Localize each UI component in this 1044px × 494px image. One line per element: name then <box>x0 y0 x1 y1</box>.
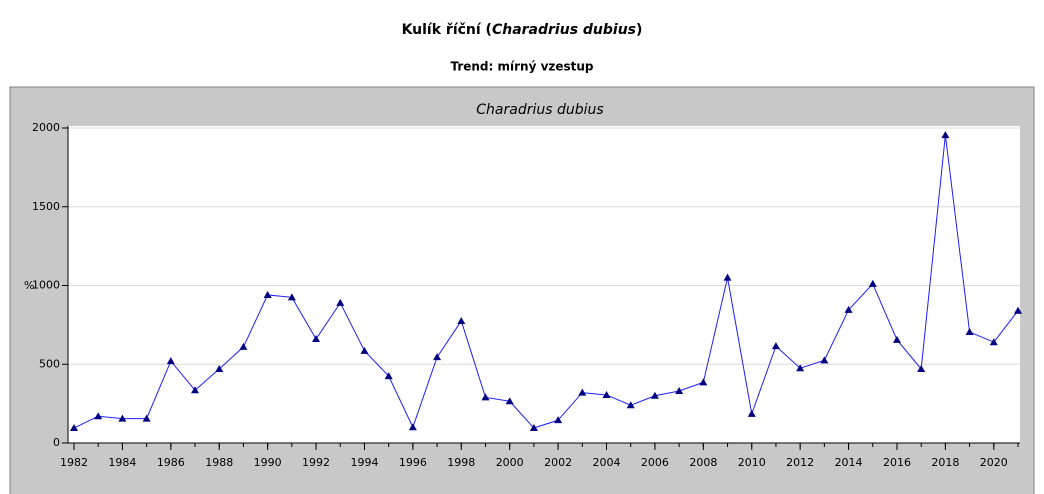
data-point <box>626 401 635 409</box>
data-point <box>239 342 248 350</box>
title-species: Charadrius dubius <box>492 22 636 38</box>
x-tick-label: 2006 <box>641 456 669 469</box>
x-tick-label: 2008 <box>689 456 717 469</box>
x-tick-label: 1998 <box>447 456 475 469</box>
data-point <box>384 372 393 380</box>
x-tick-label: 1986 <box>157 456 185 469</box>
data-point <box>481 393 490 401</box>
x-tick-label: 2004 <box>593 456 621 469</box>
data-point <box>602 390 611 398</box>
data-point <box>1014 306 1022 314</box>
y-tick-label: 2000 <box>32 121 60 134</box>
x-tick-label: 1994 <box>350 456 378 469</box>
chart-subtitle: Trend: mírný vzestup <box>450 60 593 74</box>
data-point <box>191 386 200 394</box>
x-tick-label: 2020 <box>980 456 1008 469</box>
data-point <box>70 424 78 432</box>
x-tick-label: 1988 <box>205 456 233 469</box>
data-point <box>989 338 998 346</box>
data-point <box>820 356 829 364</box>
y-tick-label: 500 <box>39 357 60 370</box>
data-point <box>796 364 805 372</box>
data-point <box>142 414 151 422</box>
data-line <box>73 135 1019 429</box>
y-axis-label: % <box>24 279 34 292</box>
data-point <box>723 273 732 281</box>
data-point <box>747 409 756 417</box>
data-point <box>94 412 103 420</box>
data-point <box>287 293 296 301</box>
data-point <box>505 397 514 405</box>
plot-area <box>68 126 1020 443</box>
data-point <box>941 131 950 139</box>
title-part: Kulík říční ( <box>402 22 492 38</box>
data-point <box>675 387 684 395</box>
x-tick-label: 2000 <box>496 456 524 469</box>
data-point <box>650 391 659 399</box>
data-point <box>336 298 345 306</box>
data-point <box>965 327 974 335</box>
x-tick-label: 2016 <box>883 456 911 469</box>
y-tick-label: 1500 <box>32 200 60 213</box>
data-point <box>699 378 708 386</box>
data-point <box>433 353 442 361</box>
data-point <box>578 388 587 396</box>
data-point <box>408 423 417 431</box>
y-tick-label: 1000 <box>32 279 60 292</box>
data-point <box>263 290 272 298</box>
data-point <box>215 364 224 372</box>
data-point <box>892 335 901 343</box>
chart-title: Kulík říční (Charadrius dubius) <box>402 22 643 38</box>
data-point <box>917 364 926 372</box>
data-point <box>868 279 877 287</box>
x-tick-label: 1984 <box>108 456 136 469</box>
x-tick-label: 1982 <box>60 456 88 469</box>
data-point <box>554 416 563 424</box>
x-tick-label: 1990 <box>254 456 282 469</box>
x-tick-label: 2018 <box>931 456 959 469</box>
data-point <box>529 424 538 432</box>
x-tick-label: 1996 <box>399 456 427 469</box>
data-point <box>166 357 175 365</box>
data-point <box>457 316 466 324</box>
x-tick-label: 2002 <box>544 456 572 469</box>
data-point <box>312 335 321 343</box>
data-point <box>771 342 780 350</box>
data-point <box>844 305 853 313</box>
y-tick-label: 0 <box>53 436 60 449</box>
x-tick-label: 1992 <box>302 456 330 469</box>
data-point <box>118 414 127 422</box>
title-part: ) <box>636 22 642 38</box>
x-tick-label: 2014 <box>835 456 863 469</box>
x-tick-label: 2010 <box>738 456 766 469</box>
x-tick-label: 2012 <box>786 456 814 469</box>
panel-title: Charadrius dubius <box>476 102 603 118</box>
data-point <box>360 346 369 354</box>
